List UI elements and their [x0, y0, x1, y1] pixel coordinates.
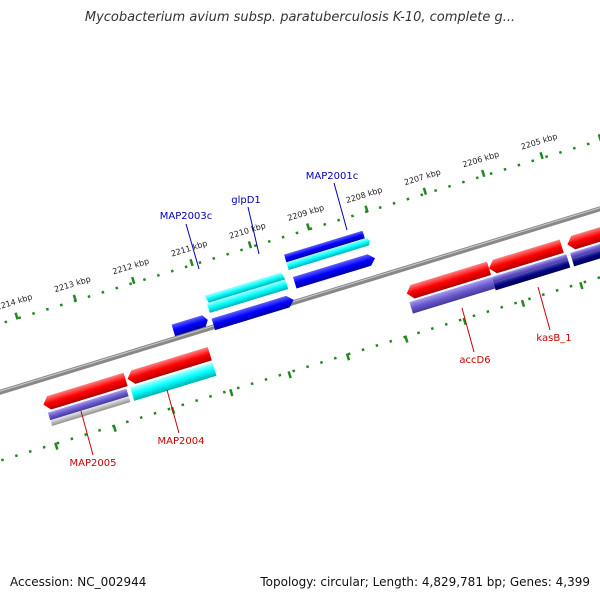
- gene-label-map2005[interactable]: MAP2005: [70, 458, 117, 469]
- gene-map2005-cog-bar-2: [50, 396, 131, 427]
- scale-label-2205: 2205 kbp: [520, 132, 559, 152]
- inner-major-tick: [54, 442, 59, 450]
- scale-label-2208: 2208 kbp: [345, 185, 384, 205]
- outer-major-tick: [247, 241, 253, 249]
- gene-label-map2003c[interactable]: MAP2003c: [160, 211, 212, 222]
- genome-stats-text: Topology: circular; Length: 4,829,781 bp…: [260, 575, 590, 589]
- inner-major-tick: [112, 424, 117, 433]
- outer-major-tick: [14, 312, 19, 320]
- gene-map2004-cog-bar: [130, 362, 217, 401]
- gene-label-kasb1[interactable]: kasB_1: [536, 333, 571, 344]
- leader-kasb1: [537, 286, 551, 331]
- inner-major-tick: [229, 388, 234, 397]
- gene-label-group: MAP2003c glpD1 MAP2001c accD6 kasB_1 MAP…: [70, 171, 572, 469]
- rotated-genome-track: 2205 kbp 2206 kbp 2207 kbp 2208 kbp 2209…: [0, 75, 600, 526]
- outer-major-tick: [189, 258, 194, 267]
- gene-map2005-cog-bar: [47, 388, 129, 421]
- scale-label-2212: 2212 kbp: [111, 257, 150, 277]
- genome-backbone: [0, 137, 600, 464]
- inner-major-tick: [520, 299, 526, 308]
- scale-label-2209: 2209 kbp: [286, 203, 325, 223]
- scale-label-2206: 2206 kbp: [461, 150, 500, 170]
- inner-major-tick: [579, 281, 584, 290]
- gene-map2001c-cog-bar: [286, 237, 370, 270]
- gene-glpd1-arrow[interactable]: [211, 294, 296, 331]
- gene-accd6-cog-bar: [409, 276, 496, 314]
- reverse-genes: [41, 200, 600, 427]
- gene-label-map2004[interactable]: MAP2004: [158, 436, 205, 447]
- gene-right-red-arrow[interactable]: [565, 200, 600, 251]
- accession-text: Accession: NC_002944: [10, 575, 147, 589]
- gene-map2001c-arrow[interactable]: [292, 252, 377, 289]
- gene-glpd1-cog-bar: [206, 279, 289, 313]
- gene-glpd1-bar[interactable]: [204, 272, 286, 304]
- inner-major-tick: [287, 371, 292, 379]
- gene-label-map2001c[interactable]: MAP2001c: [306, 171, 358, 182]
- gene-map2005-arrow[interactable]: [41, 372, 128, 412]
- gene-map2001c-bar[interactable]: [284, 230, 365, 263]
- outer-major-tick: [72, 294, 78, 302]
- inner-major-tick: [404, 335, 409, 343]
- gene-left-green-arrow[interactable]: [0, 359, 2, 383]
- leader-map2004: [166, 389, 180, 434]
- scale-label-2207: 2207 kbp: [403, 168, 442, 188]
- leader-map2001c: [333, 182, 348, 231]
- gene-map2003c-arrow[interactable]: [171, 314, 210, 337]
- leader-glpd1: [247, 206, 260, 255]
- outer-major-tick: [306, 223, 311, 231]
- page-title: Mycobacterium avium subsp. paratuberculo…: [84, 10, 516, 25]
- genome-backbone-highlight: [0, 138, 600, 461]
- leader-map2005: [80, 410, 94, 456]
- gene-kasb1-cog-bar: [491, 254, 568, 283]
- outer-major-tick: [422, 187, 428, 195]
- gene-label-glpd1[interactable]: glpD1: [231, 195, 261, 206]
- scale-label-2213: 2213 kbp: [53, 275, 92, 295]
- gene-map2004-arrow[interactable]: [125, 347, 212, 386]
- scale-label-2214: 2214 kbp: [0, 292, 33, 312]
- gene-kasb1-cog-bar-2: [493, 259, 571, 291]
- forward-genes: [0, 230, 377, 383]
- scale-label-2210: 2210 kbp: [228, 221, 267, 241]
- outer-major-tick: [131, 276, 136, 285]
- scale-label-2211: 2211 kbp: [170, 239, 209, 259]
- leader-map2003c: [185, 223, 200, 270]
- outer-major-tick: [481, 169, 486, 178]
- leader-accd6: [461, 307, 475, 353]
- outer-major-tick: [539, 151, 544, 160]
- inner-major-tick: [345, 353, 351, 361]
- gene-kasb1-arrow[interactable]: [487, 239, 564, 275]
- gene-label-accd6[interactable]: accD6: [459, 355, 490, 366]
- gene-accd6-arrow[interactable]: [405, 261, 492, 301]
- outer-major-tick: [364, 205, 369, 213]
